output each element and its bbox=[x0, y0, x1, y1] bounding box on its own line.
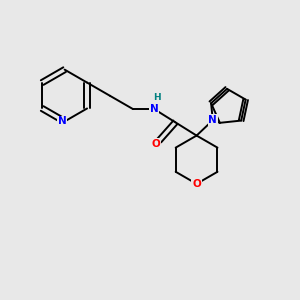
Text: N: N bbox=[208, 115, 217, 125]
Text: N: N bbox=[150, 104, 159, 114]
Text: O: O bbox=[152, 139, 161, 149]
Text: O: O bbox=[192, 179, 201, 189]
Text: H: H bbox=[153, 93, 161, 102]
Text: N: N bbox=[58, 116, 67, 126]
